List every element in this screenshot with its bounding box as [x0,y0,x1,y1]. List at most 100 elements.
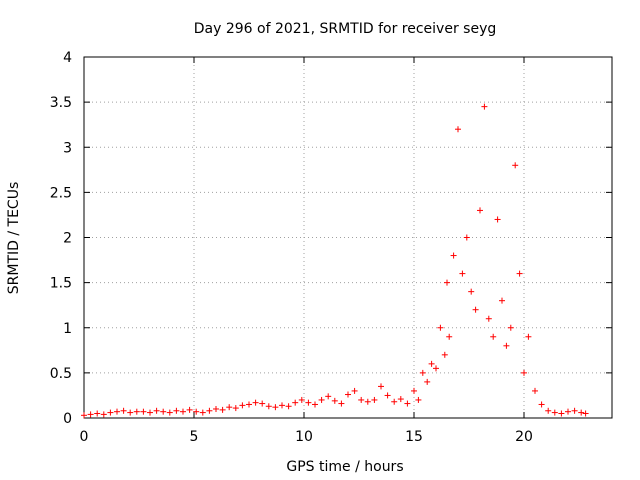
y-tick-label: 2 [63,231,72,247]
data-point [525,333,532,340]
data-point [160,408,167,415]
y-tick-label: 0.5 [50,366,72,382]
data-point [494,216,501,223]
data-point [100,411,107,418]
x-tick-label: 10 [295,429,313,445]
y-axis-label: SRMTID / TECUs [6,182,22,295]
data-point [239,402,246,409]
data-point [338,400,345,407]
data-point [120,407,127,414]
y-tick-label: 3.5 [50,95,72,111]
data-point [455,126,461,133]
data-point [199,409,206,416]
y-tick-label: 4 [63,50,72,66]
y-tick-label: 2.5 [50,185,72,201]
data-point [512,162,519,169]
data-point [298,396,305,403]
data-point [532,387,538,394]
data-point [147,409,153,416]
x-axis-label: GPS time / hours [286,459,403,475]
data-point [219,406,226,413]
data-point [246,401,252,408]
y-tick-label: 1.5 [50,276,72,292]
data-point [433,365,439,372]
data-point [358,396,365,403]
data-point [450,252,457,259]
data-point [331,397,338,404]
data-point [481,103,488,110]
data-point [404,400,411,407]
data-point [444,279,450,286]
data-point [551,409,558,416]
data-point [571,407,578,414]
data-point [371,396,378,403]
data-point [364,398,371,405]
data-point [140,408,147,415]
x-tick-label: 0 [80,429,89,445]
data-point [397,396,404,403]
data-point [305,399,312,406]
data-point [499,297,505,304]
x-tick-label: 5 [190,429,199,445]
data-point [441,351,448,358]
data-point [545,407,552,414]
data-point [226,404,233,411]
data-point [351,387,358,394]
data-point [459,270,466,277]
data-point [252,399,259,406]
data-point [272,404,279,411]
data-point [312,401,318,408]
data-point [193,408,200,415]
data-point [446,333,453,340]
x-tick-label: 20 [515,429,533,445]
data-point [265,403,272,410]
data-point [521,369,527,376]
data-point [166,409,173,416]
data-point [81,412,87,419]
data-point [153,407,160,414]
data-point [516,270,523,277]
data-point [485,315,492,322]
data-point [94,410,101,417]
data-point [490,333,497,340]
data-point [424,378,431,385]
data-point [127,409,134,416]
data-point [378,383,384,390]
x-tick-label: 15 [405,429,423,445]
data-point [391,398,398,405]
y-tick-label: 3 [63,140,72,156]
data-point [87,411,94,418]
data-point [384,392,391,399]
data-point [472,306,479,313]
data-point [107,409,114,416]
data-points [81,103,589,419]
data-point [507,324,514,331]
data-point [325,393,332,400]
data-point [206,407,213,414]
data-point [232,405,239,412]
data-point [582,410,589,417]
data-point [213,405,219,412]
data-point [558,410,565,417]
data-point [411,387,417,394]
y-tick-label: 0 [63,411,72,427]
data-point [114,408,120,415]
data-point [428,360,435,367]
data-point [419,369,426,376]
data-point [463,234,470,241]
data-point [285,403,292,410]
data-point [186,406,193,413]
data-point [415,396,422,403]
data-point [437,324,444,331]
data-point [279,402,285,409]
data-point [173,407,180,414]
grid [84,57,612,418]
data-point [468,288,475,295]
data-point [578,409,585,416]
data-point [345,391,351,398]
data-point [318,396,325,403]
data-point [503,342,510,349]
data-point [259,400,266,407]
